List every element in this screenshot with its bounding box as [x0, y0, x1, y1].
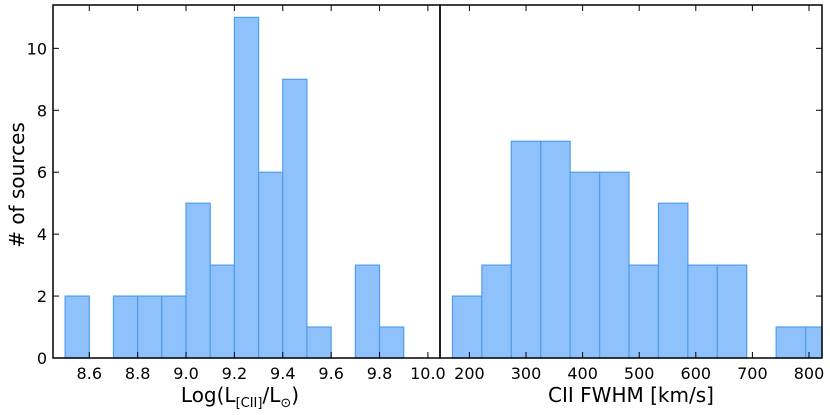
x-axis-label-luminosity: Log(L[CII]/L⊙)	[181, 383, 299, 411]
histogram-bar	[233, 16, 260, 359]
axes-frame	[439, 4, 823, 359]
x-tick-label: 9.4	[270, 364, 295, 383]
histogram-bar	[598, 171, 630, 359]
x-tick-label: 10.0	[410, 364, 446, 383]
histogram-bar	[804, 326, 823, 359]
x-tick-label: 9.8	[367, 364, 392, 383]
histogram-bar	[510, 140, 542, 359]
histogram-bar	[687, 264, 718, 359]
histogram-bar	[282, 78, 308, 359]
x-tick-label: 8.8	[125, 364, 150, 383]
x-tick-label: 8.6	[77, 364, 102, 383]
y-tick-label: 6	[37, 163, 47, 182]
histogram-bar	[161, 295, 187, 359]
histogram-bar	[306, 326, 332, 359]
histogram-bar	[628, 264, 660, 359]
x-tick-label: 400	[567, 364, 598, 383]
y-tick-label: 0	[37, 349, 47, 368]
histogram-bar	[112, 295, 139, 359]
y-axis-label: # of sources	[5, 122, 29, 248]
x-tick-label: 200	[454, 364, 485, 383]
x-axis-label-fwhm: CII FWHM [km/s]	[548, 383, 714, 407]
fwhm-histogram-panel: 200 300 400 500 600 700 800	[439, 4, 825, 383]
y-tick-label: 10	[27, 39, 47, 58]
histogram-bar	[137, 295, 163, 359]
histogram-bar	[716, 264, 748, 359]
x-tick-label: 500	[624, 364, 655, 383]
histogram-bar	[209, 264, 236, 359]
histogram-bar	[569, 171, 601, 359]
histogram-bar	[257, 171, 284, 359]
y-tick-label: 2	[37, 287, 47, 306]
histogram-bar	[64, 295, 90, 359]
histogram-bar	[354, 264, 381, 359]
x-tick-label: 9.6	[318, 364, 343, 383]
histogram-bar	[657, 202, 689, 359]
x-tick-label: 9.0	[173, 364, 198, 383]
luminosity-histogram-panel: 8.6 8.8 9.0 9.2 9.4 9.6 9.8 10.0 0 2 4 6 8 10	[27, 4, 446, 383]
x-tick-label: 700	[737, 364, 768, 383]
y-tick-label: 8	[37, 101, 47, 120]
x-tick-label: 9.2	[222, 364, 247, 383]
x-tick-label: 600	[681, 364, 712, 383]
histogram-bar	[481, 264, 512, 359]
y-tick-label: 4	[37, 225, 47, 244]
histogram-bar	[451, 295, 483, 359]
histogram-bar	[775, 326, 807, 359]
histogram-bar	[378, 326, 405, 359]
histogram-bar	[540, 140, 571, 359]
histogram-bar	[185, 202, 211, 359]
x-tick-label: 800	[794, 364, 825, 383]
x-tick-label: 300	[511, 364, 542, 383]
